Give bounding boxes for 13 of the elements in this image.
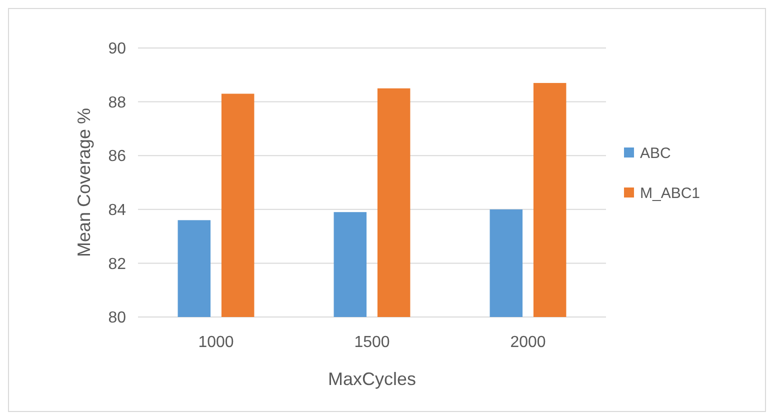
y-tick-label: 84 [108, 202, 126, 219]
legend-label: ABC [640, 144, 672, 162]
x-tick-label: 2000 [510, 334, 546, 351]
y-tick-label: 86 [108, 148, 126, 166]
x-tick-label: 1000 [198, 334, 234, 351]
x-axis-title: MaxCycles [328, 369, 416, 389]
y-tick-label: 82 [108, 256, 126, 273]
legend-label: M_ABC1 [640, 184, 700, 202]
y-axis-title: Mean Coverage % [74, 108, 94, 258]
y-tick-label: 80 [108, 310, 126, 327]
y-tick-label: 88 [108, 94, 126, 112]
y-tick-label: 90 [108, 40, 126, 58]
x-tick-label: 1500 [354, 334, 390, 351]
